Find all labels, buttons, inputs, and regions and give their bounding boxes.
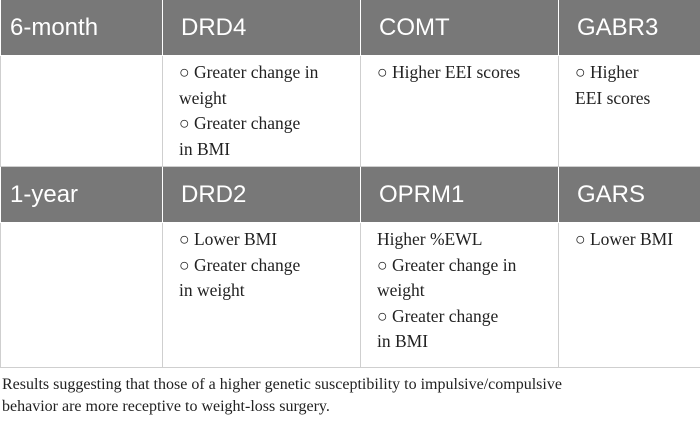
cell-line: ○ Greater change xyxy=(179,113,301,133)
header-cell: DRD4 xyxy=(162,0,361,56)
cell-line: ○ Greater change in xyxy=(377,254,517,275)
cell-line: in BMI xyxy=(377,331,429,351)
cell-line: in BMI xyxy=(179,138,231,159)
header-cell: 1-year xyxy=(0,166,163,223)
header-cell: DRD2 xyxy=(162,166,361,223)
cell-line: EEI scores xyxy=(575,87,651,108)
empty-cell xyxy=(0,55,163,167)
cell-line: weight xyxy=(179,87,227,108)
cell-line: ○ Lower BMI xyxy=(575,229,674,249)
cell-line: weight xyxy=(377,280,425,300)
caption-line: behavior are more receptive to weight-lo… xyxy=(2,398,330,415)
header-cell: OPRM1 xyxy=(360,166,559,223)
table-cell: Higher %EWL ○ Greater change in weight ○… xyxy=(360,222,559,368)
cell-line: ○ Higher EEI scores xyxy=(377,62,521,82)
cell-line: ○ Lower BMI xyxy=(179,229,278,249)
table-caption: Results suggesting that those of a highe… xyxy=(2,374,692,418)
genetics-results-table: 6-month DRD4 COMT GABR3 ○ Greater change… xyxy=(0,0,700,368)
header-cell: COMT xyxy=(360,0,559,56)
cell-line: Higher %EWL xyxy=(377,229,483,249)
header-row-1-year: 1-year DRD2 OPRM1 GARS xyxy=(0,166,700,223)
cell-line: in weight xyxy=(179,280,245,300)
cell-line: ○ Greater change xyxy=(377,305,499,326)
table-cell: ○ Greater change in weight ○ Greater cha… xyxy=(162,55,361,167)
table-cell: ○ Higher EEI scores xyxy=(360,55,559,167)
header-cell: 6-month xyxy=(0,0,163,56)
header-row-6-month: 6-month DRD4 COMT GABR3 xyxy=(0,0,700,56)
header-cell: GABR3 xyxy=(558,0,700,56)
header-cell: GARS xyxy=(558,166,700,223)
table-cell: ○ Lower BMI ○ Greater change in weight xyxy=(162,222,361,368)
empty-cell xyxy=(0,222,163,368)
table-row: ○ Greater change in weight ○ Greater cha… xyxy=(0,55,700,167)
table-cell: ○ Higher EEI scores xyxy=(558,55,700,167)
table-cell: ○ Lower BMI xyxy=(558,222,700,368)
table-row: ○ Lower BMI ○ Greater change in weight H… xyxy=(0,222,700,368)
caption-line: Results suggesting that those of a highe… xyxy=(2,376,562,393)
cell-line: ○ Greater change xyxy=(179,254,301,275)
cell-line: ○ Greater change in xyxy=(179,62,319,82)
cell-line: ○ Higher xyxy=(575,62,639,82)
